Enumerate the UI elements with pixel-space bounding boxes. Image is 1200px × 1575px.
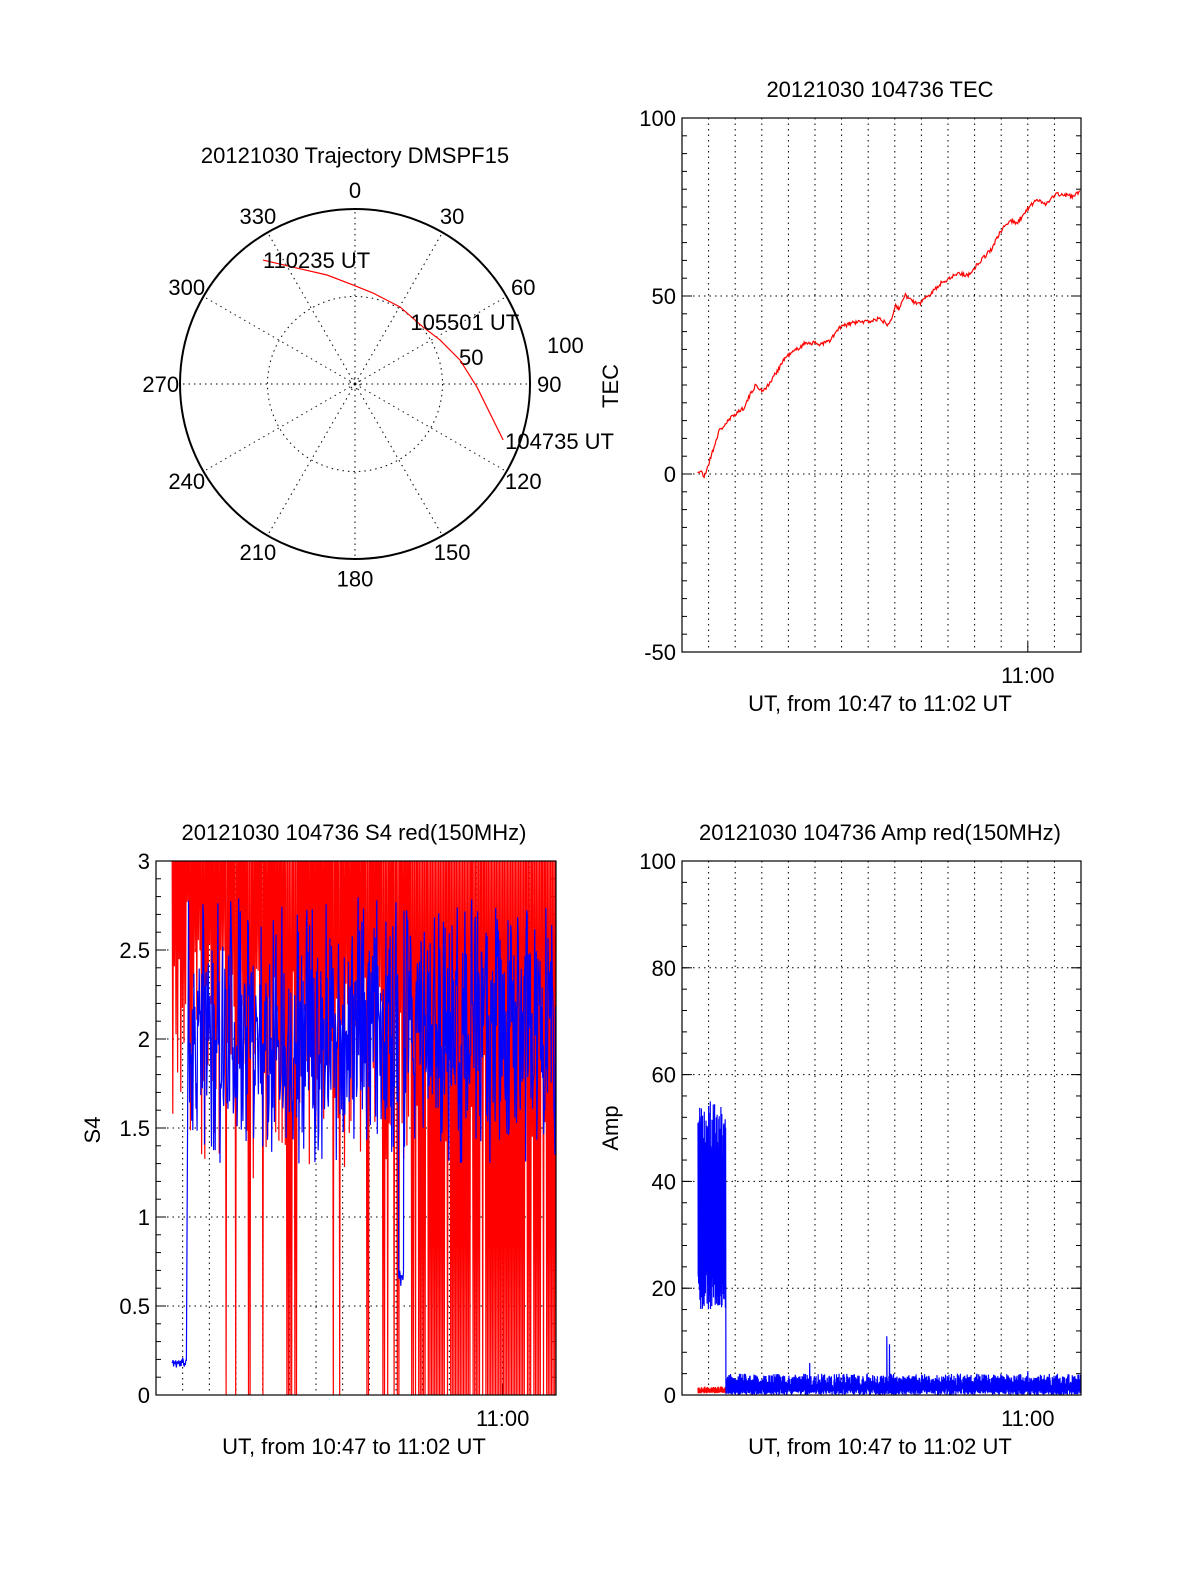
s4-series (171, 861, 556, 1395)
x-tick-label: 11:00 (476, 1406, 529, 1431)
s4-axes-frame (155, 860, 557, 1396)
polar-angle-label: 240 (168, 469, 205, 494)
polar-angle-label: 30 (440, 204, 464, 229)
polar-ring-50 (267, 296, 443, 472)
y-tick-label: 60 (652, 1063, 676, 1088)
polar-angle-label: 270 (142, 372, 179, 397)
tec-axes-frame (681, 117, 1082, 653)
polar-angle-label: 180 (337, 566, 374, 591)
amp-ylabel: Amp (598, 1105, 623, 1150)
y-tick-label: 3 (138, 849, 150, 874)
y-tick-label: 0 (664, 1383, 676, 1408)
amp-series-blue (697, 1101, 1081, 1395)
trajectory-annotation: 105501 UT (410, 310, 519, 335)
tec-ylabel: TEC (598, 364, 623, 408)
trajectory-title: 20121030 Trajectory DMSPF15 (201, 143, 509, 168)
s4-plot: 20121030 104736 S4 red(150MHz) UT, from … (80, 820, 557, 1459)
polar-angle-label: 90 (537, 372, 561, 397)
y-tick-label: 100 (639, 106, 676, 131)
y-tick-label: 1.5 (119, 1116, 150, 1141)
tec-plot: 20121030 104736 TEC UT, from 10:47 to 11… (598, 77, 1082, 716)
y-tick-label: 80 (652, 956, 676, 981)
polar-angle-label: 300 (168, 275, 205, 300)
y-tick-label: 0 (138, 1383, 150, 1408)
amp-xlabel: UT, from 10:47 to 11:02 UT (748, 1434, 1012, 1459)
y-tick-label: 1 (138, 1205, 150, 1230)
y-tick-label: -50 (644, 640, 676, 665)
tec-xlabel: UT, from 10:47 to 11:02 UT (748, 691, 1012, 716)
polar-ring-label: 100 (547, 333, 584, 358)
tec-series-TEC (697, 190, 1081, 479)
y-tick-label: 100 (639, 849, 676, 874)
amp-axes-frame (681, 860, 1082, 1396)
y-tick-label: 40 (652, 1169, 676, 1194)
polar-angle-label: 120 (505, 469, 542, 494)
polar-angle-label: 0 (349, 178, 361, 203)
y-tick-label: 20 (652, 1276, 676, 1301)
polar-outer-ring (179, 208, 531, 560)
polar-center (349, 378, 361, 390)
s4-xlabel: UT, from 10:47 to 11:02 UT (222, 1434, 486, 1459)
amp-title: 20121030 104736 Amp red(150MHz) (699, 820, 1061, 845)
x-tick-label: 11:00 (1001, 1406, 1054, 1431)
polar-angle-label: 150 (434, 540, 471, 565)
y-tick-label: 0.5 (119, 1294, 150, 1319)
trajectory-line (262, 259, 504, 441)
trajectory-annotation: 104735 UT (505, 429, 614, 454)
amp-series (697, 1101, 1081, 1395)
amp-plot: 20121030 104736 Amp red(150MHz) UT, from… (598, 820, 1082, 1459)
tec-series (697, 190, 1081, 479)
polar-angle-label: 60 (511, 275, 535, 300)
x-tick-label: 11:00 (1001, 663, 1054, 688)
polar-ring-label: 50 (459, 345, 483, 370)
y-tick-label: 0 (664, 462, 676, 487)
polar-angle-label: 330 (240, 204, 277, 229)
tec-title: 20121030 104736 TEC (766, 77, 993, 102)
s4-series-blue (171, 897, 556, 1368)
s4-ylabel: S4 (80, 1117, 105, 1144)
y-tick-label: 2 (138, 1027, 150, 1052)
y-tick-label: 2.5 (119, 938, 150, 963)
polar-angle-label: 210 (240, 540, 277, 565)
y-tick-label: 50 (652, 284, 676, 309)
trajectory-annotation: 110235 UT (263, 248, 370, 273)
amp-series-red (697, 1386, 727, 1394)
s4-title: 20121030 104736 S4 red(150MHz) (182, 820, 527, 845)
trajectory-polar-plot: 20121030 Trajectory DMSPF15 0 30 60 90 120 15… (142, 143, 614, 591)
